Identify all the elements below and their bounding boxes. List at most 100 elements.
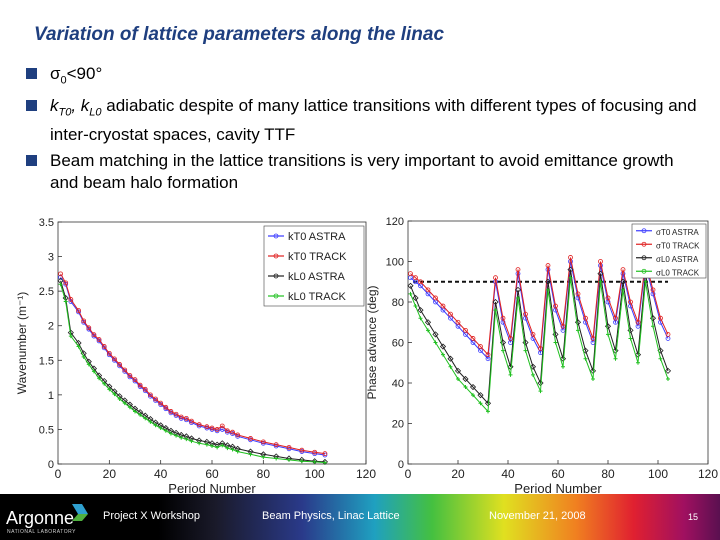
- data-point: [312, 459, 317, 464]
- data-point: [220, 443, 225, 448]
- y-axis-label: Phase advance (deg): [365, 285, 379, 399]
- slide-title: Variation of lattice parameters along th…: [34, 24, 445, 45]
- data-point: [312, 451, 318, 457]
- data-point: [575, 291, 581, 297]
- legend-marker: [641, 241, 647, 247]
- legend-box: [263, 225, 365, 307]
- data-point: [274, 456, 279, 461]
- data-point: [260, 440, 266, 446]
- data-point: [286, 445, 292, 450]
- data-point: [433, 340, 438, 345]
- y-tick-label: 0: [48, 459, 54, 471]
- y-axis-label: Wavenumber (m⁻¹): [15, 292, 29, 395]
- data-point: [407, 282, 414, 289]
- data-point: [470, 336, 476, 341]
- bullet-k2-sub: L0: [89, 106, 102, 119]
- data-point: [260, 439, 266, 445]
- data-point: [441, 352, 445, 357]
- data-point: [439, 343, 447, 350]
- legend-marker: [641, 268, 647, 274]
- data-point: [225, 446, 230, 451]
- data-point: [455, 319, 461, 325]
- y-tick-label: 40: [392, 378, 404, 390]
- data-point: [418, 279, 423, 285]
- x-tick-label: 80: [601, 467, 615, 481]
- data-point: [117, 362, 122, 367]
- data-point: [184, 437, 189, 442]
- data-point: [147, 392, 153, 398]
- data-point: [664, 367, 672, 374]
- data-point: [544, 278, 552, 285]
- x-tick-label: 0: [55, 467, 62, 481]
- data-point: [197, 441, 202, 446]
- data-point: [127, 405, 132, 410]
- data-point: [606, 332, 610, 337]
- data-point: [634, 351, 642, 358]
- data-point: [408, 291, 413, 296]
- data-point: [456, 376, 460, 381]
- data-point: [58, 271, 63, 277]
- data-point: [620, 267, 626, 273]
- bullet-square-icon: [26, 154, 37, 166]
- bullet-adiabatic-text: adiabatic despite of many lattice transi…: [50, 96, 697, 144]
- data-point: [142, 386, 148, 392]
- legend-label: kL0 TRACK: [288, 291, 347, 303]
- data-point: [322, 451, 328, 457]
- data-point: [583, 315, 588, 321]
- data-point: [299, 449, 305, 454]
- data-point: [76, 344, 81, 349]
- data-point: [178, 415, 184, 421]
- bullet-square-icon: [26, 68, 37, 79]
- data-point: [81, 318, 87, 324]
- x-tick-label: 100: [648, 467, 668, 481]
- bullet-matching: Beam matching in the lattice transitions…: [26, 150, 706, 194]
- data-point: [158, 426, 163, 431]
- data-point: [215, 445, 220, 450]
- data-point: [210, 444, 214, 449]
- y-tick-label: 0: [398, 459, 404, 471]
- series-line: [60, 280, 325, 463]
- data-point: [137, 382, 143, 388]
- charts-canvas: 0 20 40 60 80 100 120 0 0.5 1 1.5 2 2.5 3 3.5 Period Nu…: [15, 216, 718, 494]
- x-axis-label: Period Number: [168, 481, 256, 494]
- data-point: [97, 376, 102, 381]
- data-point: [447, 355, 454, 362]
- data-point: [204, 424, 210, 430]
- argonne-logo-sub: NATIONAL LABORATORY: [7, 529, 76, 535]
- data-point: [553, 303, 558, 309]
- data-point: [598, 259, 603, 264]
- bullet-sigma-symbol: σ: [50, 64, 61, 83]
- x-tick-label: 120: [698, 467, 718, 481]
- bullet-adiabatic: kT0, kL0 adiabatic despite of many latti…: [26, 95, 706, 145]
- y-tick-label: 20: [392, 419, 404, 431]
- data-point: [666, 376, 670, 381]
- data-point: [235, 432, 241, 438]
- data-point: [224, 428, 230, 434]
- argonne-mark-icon: [72, 504, 88, 521]
- data-point: [545, 263, 551, 268]
- data-point: [561, 364, 565, 369]
- x-tick-label: 60: [551, 467, 565, 481]
- data-point: [112, 356, 117, 362]
- y-tick-label: 120: [386, 216, 404, 228]
- legend-marker: [273, 253, 279, 259]
- data-point: [651, 324, 655, 329]
- data-point: [448, 311, 453, 317]
- data-point: [605, 295, 611, 301]
- bullet-matching-text: Beam matching in the lattice transitions…: [50, 150, 674, 192]
- data-point: [583, 356, 588, 361]
- data-point: [58, 282, 63, 287]
- data-point: [576, 328, 580, 333]
- data-point: [230, 447, 235, 452]
- data-point: [183, 415, 189, 421]
- data-point: [86, 325, 92, 331]
- data-point: [178, 414, 184, 420]
- data-point: [219, 423, 225, 429]
- legend-marker: [273, 273, 279, 279]
- data-point: [86, 362, 91, 367]
- bullet-k2-symbol: , k: [71, 96, 90, 116]
- data-point: [106, 350, 112, 356]
- data-point: [553, 340, 558, 345]
- data-point: [413, 275, 418, 281]
- bullet-sigma-text: <90°: [66, 64, 103, 83]
